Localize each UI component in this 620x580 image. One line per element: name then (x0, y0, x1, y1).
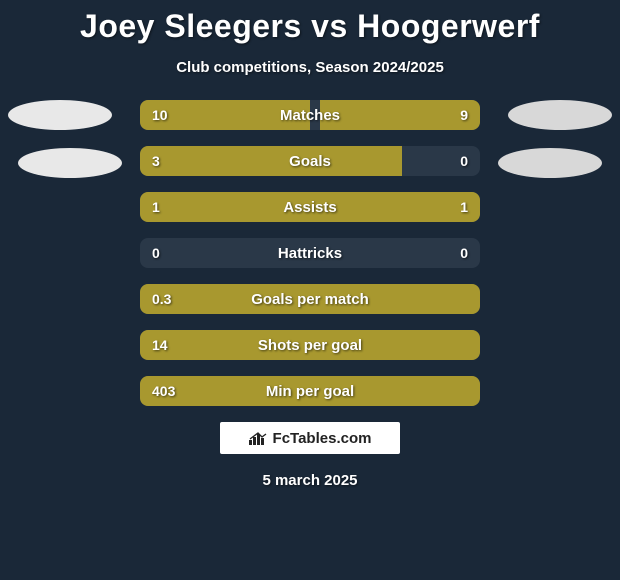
chart-icon (249, 431, 267, 445)
date-text: 5 march 2025 (0, 472, 620, 489)
stat-label: Hattricks (140, 238, 480, 268)
branding-badge: FcTables.com (220, 422, 400, 454)
stat-bar-fill-left (140, 192, 310, 222)
stat-bar-fill-left (140, 330, 480, 360)
stats-area: 109Matches30Goals11Assists00Hattricks0.3… (0, 100, 620, 406)
player-left-photo-placeholder (8, 100, 112, 130)
stat-bar-fill-left (140, 376, 480, 406)
stat-value-right: 0 (460, 238, 468, 268)
stat-value-left: 0 (152, 238, 160, 268)
stat-bar-fill-left (140, 284, 480, 314)
stat-bars-container: 109Matches30Goals11Assists00Hattricks0.3… (140, 100, 480, 406)
stat-bar: 30Goals (140, 146, 480, 176)
stat-bar: 14Shots per goal (140, 330, 480, 360)
branding-text: FcTables.com (273, 430, 372, 447)
player-right-flag-placeholder (498, 148, 602, 178)
player-right-photo-placeholder (508, 100, 612, 130)
stat-bar-fill-left (140, 100, 310, 130)
stat-bar: 0.3Goals per match (140, 284, 480, 314)
stat-bar: 11Assists (140, 192, 480, 222)
subtitle: Club competitions, Season 2024/2025 (0, 59, 620, 76)
stat-bar-fill-right (320, 100, 480, 130)
stat-bar: 403Min per goal (140, 376, 480, 406)
page-title: Joey Sleegers vs Hoogerwerf (0, 0, 620, 45)
stat-bar-fill-right (310, 192, 480, 222)
stat-bar-fill-left (140, 146, 402, 176)
player-left-flag-placeholder (18, 148, 122, 178)
stat-bar: 0 0Hattricks (140, 238, 480, 268)
stat-bar: 109Matches (140, 100, 480, 130)
stat-value-right: 0 (460, 146, 468, 176)
